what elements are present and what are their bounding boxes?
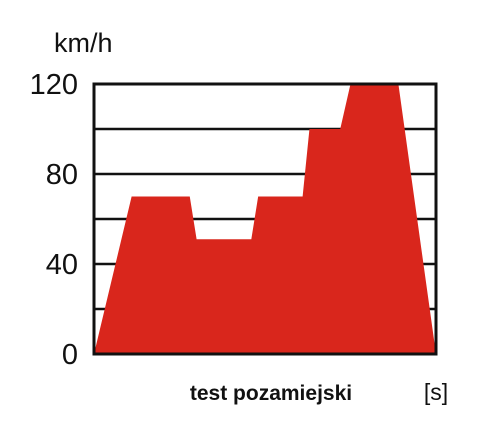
y-tick-label: 40	[46, 249, 78, 281]
x-axis-label: test pozamiejski	[190, 382, 352, 405]
y-axis-unit: km/h	[54, 28, 113, 58]
y-tick-label: 80	[46, 159, 78, 191]
x-axis-unit: [s]	[424, 379, 448, 405]
y-tick-labels: 0 40 80 120	[30, 69, 78, 371]
y-tick-label: 0	[62, 339, 78, 371]
plot-frame	[92, 82, 438, 356]
y-tick-label: 120	[30, 69, 78, 101]
speed-area	[94, 84, 436, 354]
